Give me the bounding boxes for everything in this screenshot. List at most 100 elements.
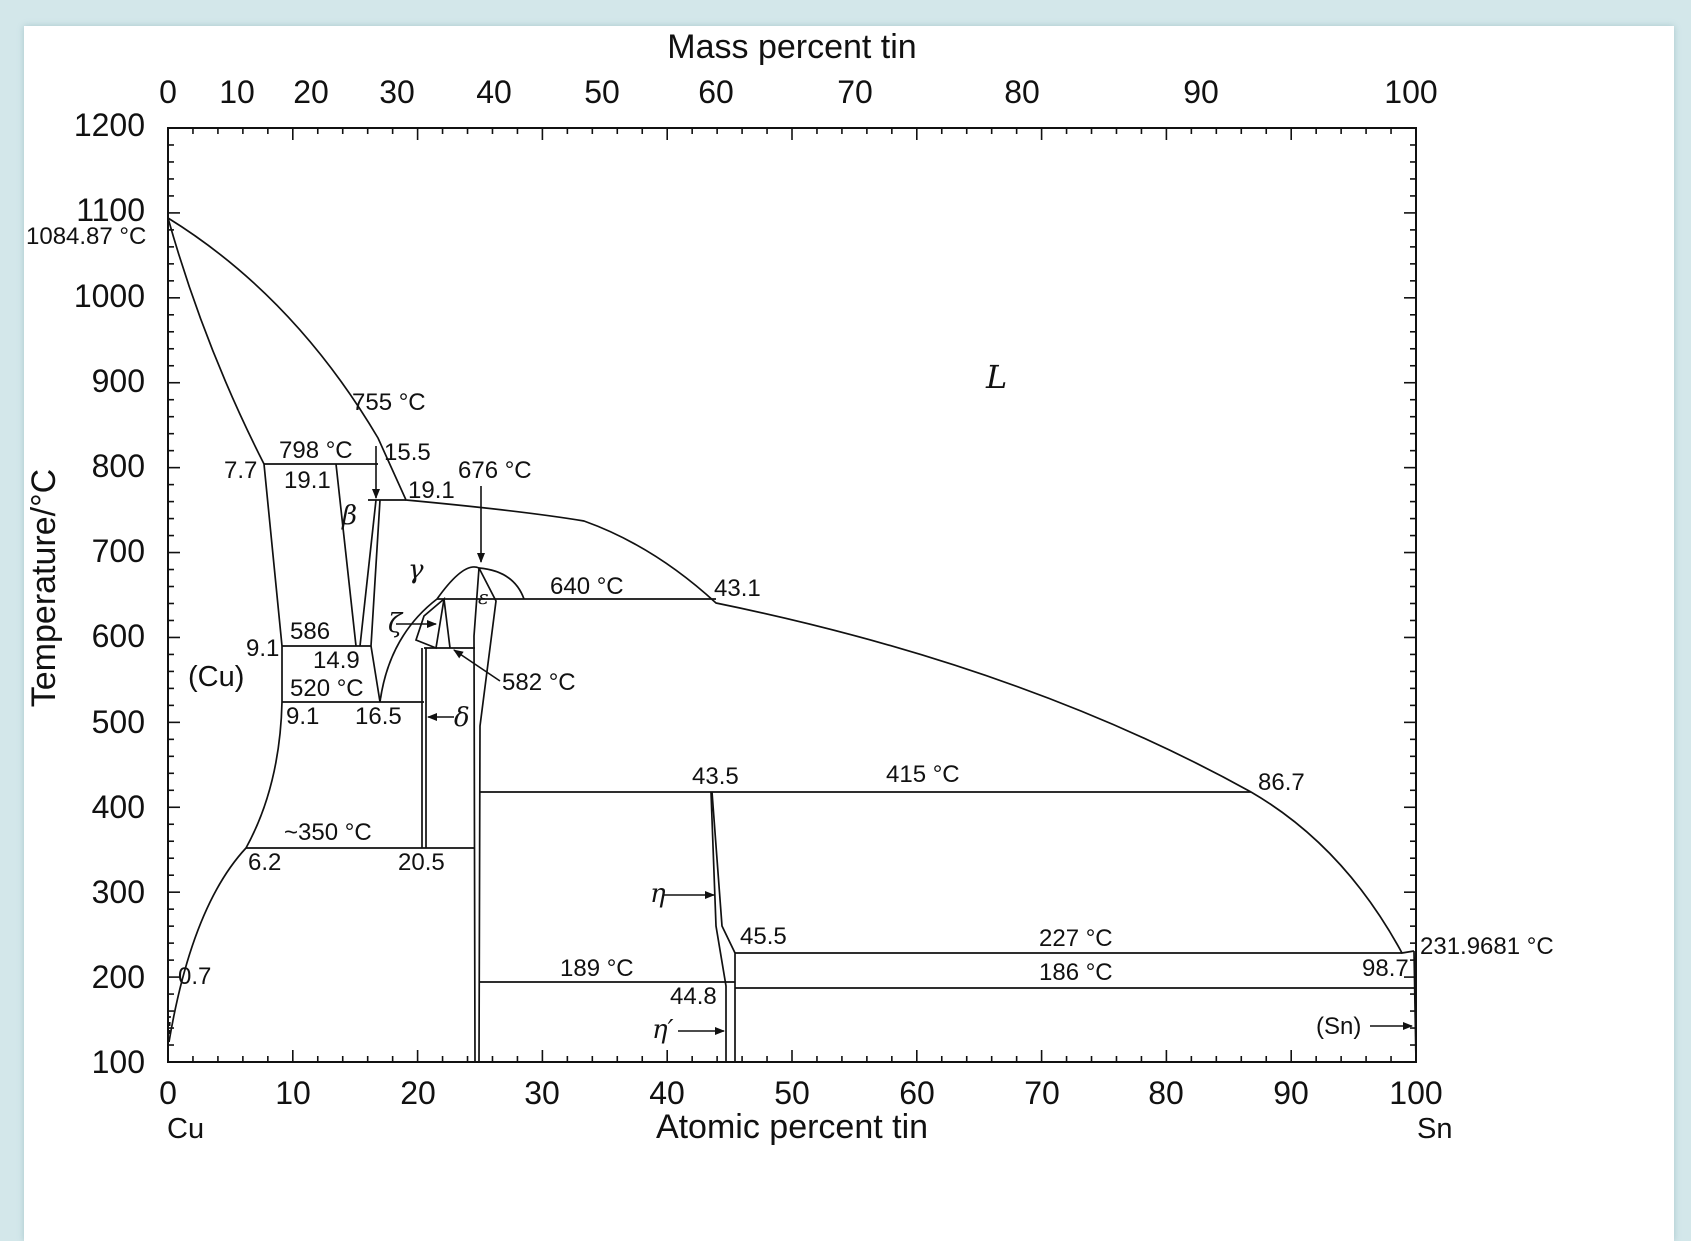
label-0-7: 0.7 [178, 963, 211, 990]
bottom-axis-title: Atomic percent tin [656, 1108, 928, 1146]
label-9-1b: 9.1 [286, 703, 319, 730]
figure-frame: 100 200 300 400 500 600 700 800 900 1000… [24, 26, 1674, 1241]
gamma-right [370, 499, 381, 703]
sn-solvus [1413, 950, 1417, 1063]
sn-element-label: Sn [1417, 1113, 1452, 1145]
phase-eta-prime: η′ [652, 1015, 674, 1045]
x-tick-0: 0 [159, 1075, 177, 1111]
cu-sn-phase-diagram: 100 200 300 400 500 600 700 800 900 1000… [25, 28, 1554, 1146]
label-640: 640 °C [550, 573, 624, 600]
phase-eta: η [650, 879, 666, 909]
label-20-5: 20.5 [398, 849, 445, 876]
label-44-8: 44.8 [670, 983, 717, 1010]
x-tick-70: 70 [1024, 1075, 1060, 1111]
cu-solidus [167, 217, 265, 465]
y-tick-500: 500 [92, 704, 145, 740]
label-755: 755 °C [352, 389, 426, 416]
y-tick-1000: 1000 [74, 278, 145, 314]
label-19-1a: 19.1 [284, 467, 331, 494]
phase-labels: L (Cu) (Sn) β γ ε ζ δ η η′ [188, 358, 1361, 1045]
top-axis-title: Mass percent tin [667, 28, 916, 66]
phase-liquid: L [985, 358, 1007, 396]
mass-tick-80: 80 [1004, 74, 1040, 110]
y-tick-400: 400 [92, 789, 145, 825]
phase-boundaries [167, 217, 1417, 1063]
label-cu-melt: 1084.87 °C [26, 223, 146, 250]
x-tick-80: 80 [1148, 1075, 1184, 1111]
label-19-1b: 19.1 [408, 477, 455, 504]
y-tick-200: 200 [92, 959, 145, 995]
arrows [372, 446, 1413, 1035]
label-798: 798 °C [279, 437, 353, 464]
x-tick-10: 10 [275, 1075, 311, 1111]
arrow-582 [453, 649, 501, 682]
label-415: 415 °C [886, 761, 960, 788]
phase-sn: (Sn) [1316, 1013, 1361, 1040]
label-7-7: 7.7 [224, 457, 257, 484]
label-98-7: 98.7 [1362, 955, 1409, 982]
label-86-7: 86.7 [1258, 769, 1305, 796]
label-sn-melt: 231.9681 °C [1420, 933, 1554, 960]
mass-tick-10: 10 [219, 74, 255, 110]
mass-tick-60: 60 [698, 74, 734, 110]
phase-beta: β [341, 501, 357, 531]
axis-ticks [167, 127, 1417, 1063]
label-227: 227 °C [1039, 925, 1113, 952]
mass-tick-0: 0 [159, 74, 177, 110]
y-tick-700: 700 [92, 533, 145, 569]
label-586: 586 [290, 618, 330, 645]
label-350: ~350 °C [284, 819, 372, 846]
cu-element-label: Cu [167, 1113, 204, 1145]
x-tick-100: 100 [1389, 1075, 1442, 1111]
phase-epsilon: ε [478, 585, 489, 609]
cu-low-dashed [168, 1015, 171, 1043]
mass-tick-100: 100 [1384, 74, 1437, 110]
liquidus-cu [167, 217, 1415, 954]
mass-tick-30: 30 [379, 74, 415, 110]
phase-gamma: γ [408, 555, 424, 585]
top-tick-labels: 0 10 20 30 40 50 60 70 80 90 100 [159, 74, 1438, 110]
label-43-5: 43.5 [692, 763, 739, 790]
gamma-left-lower [379, 598, 438, 703]
y-tick-800: 800 [92, 448, 145, 484]
plot-frame [167, 127, 1417, 1063]
y-tick-1100: 1100 [76, 192, 145, 228]
y-tick-300: 300 [92, 874, 145, 910]
y-tick-1200: 1200 [74, 107, 145, 143]
left-tick-labels: 100 200 300 400 500 600 700 800 900 1000… [74, 107, 145, 1080]
mass-tick-70: 70 [837, 74, 873, 110]
x-tick-20: 20 [400, 1075, 436, 1111]
label-582: 582 °C [502, 669, 576, 696]
phase-zeta: ζ [388, 609, 404, 639]
phase-delta: δ [454, 703, 470, 733]
label-14-9: 14.9 [313, 647, 360, 674]
label-15-5: 15.5 [384, 439, 431, 466]
label-520: 520 °C [290, 675, 364, 702]
x-tick-40: 40 [649, 1075, 685, 1111]
y-tick-900: 900 [92, 363, 145, 399]
x-tick-30: 30 [524, 1075, 560, 1111]
zeta-inner [443, 598, 451, 649]
label-45-5: 45.5 [740, 923, 787, 950]
mass-tick-20: 20 [293, 74, 329, 110]
annotations: 1084.87 °C 231.9681 °C 755 °C 798 °C 15.… [26, 223, 1554, 1010]
y-tick-600: 600 [92, 618, 145, 654]
eta-left [710, 791, 727, 1062]
label-676: 676 °C [458, 457, 532, 484]
x-tick-90: 90 [1273, 1075, 1309, 1111]
beta-right [359, 499, 377, 647]
mass-tick-50: 50 [584, 74, 620, 110]
beta-left [335, 463, 357, 647]
x-tick-60: 60 [899, 1075, 935, 1111]
y-tick-100: 100 [92, 1044, 145, 1080]
epsilon-left [473, 567, 480, 1063]
eta-right [711, 791, 736, 1062]
label-6-2: 6.2 [248, 849, 281, 876]
epsilon-right [478, 567, 497, 1063]
x-tick-50: 50 [774, 1075, 810, 1111]
label-16-5: 16.5 [355, 703, 402, 730]
mass-tick-40: 40 [476, 74, 512, 110]
cu-solvus [168, 463, 283, 1043]
label-186: 186 °C [1039, 959, 1113, 986]
bottom-tick-labels: 0 10 20 30 40 50 60 70 80 90 100 [159, 1075, 1443, 1111]
